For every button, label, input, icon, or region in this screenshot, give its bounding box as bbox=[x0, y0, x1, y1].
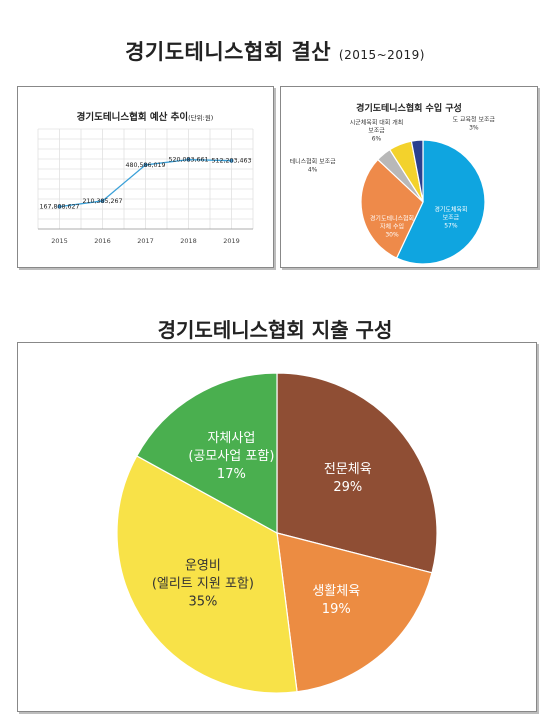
income-slice-label: 테니스협회 보조금 bbox=[290, 158, 337, 166]
income-slice-pct: 30% bbox=[385, 232, 399, 239]
budget-chart-unit: (단위:원) bbox=[188, 113, 213, 122]
income-slice-pct: 57% bbox=[444, 222, 458, 229]
expense-slice-pct: 17% bbox=[217, 467, 246, 482]
pie-slice bbox=[360, 158, 424, 259]
budget-data-label: 520,083,661 bbox=[168, 157, 208, 164]
expense-composition-panel: 전문체육 29% 생활체육 19% 운영비 (엘리트 지원 포함) 35% 자체사업 (공모사업… bbox=[17, 342, 537, 712]
budget-data-label: 167,808,627 bbox=[39, 204, 79, 211]
income-slice-pct: 6% bbox=[372, 136, 382, 143]
budget-chart-title: 경기도테니스협회 예산 추이(단위:원) bbox=[77, 111, 214, 123]
budget-data-point bbox=[229, 158, 234, 163]
income-slice-label: 도 교육청 보조금 bbox=[453, 116, 496, 123]
pie-slice bbox=[276, 532, 433, 693]
budget-data-point bbox=[186, 157, 191, 162]
pie-slice bbox=[116, 455, 298, 694]
pie-slice bbox=[395, 139, 486, 265]
income-slice-label: 시군체육회 대회 개최 bbox=[350, 119, 404, 127]
expense-slice-pct: 35% bbox=[188, 594, 217, 609]
budget-data-label: 210,385,267 bbox=[82, 198, 122, 205]
expense-slice-label: 생활체육 bbox=[312, 584, 360, 599]
income-chart-title: 경기도테니스협회 수입 구성 bbox=[356, 102, 462, 114]
pie-slice bbox=[135, 372, 278, 535]
expense-slice-pct: 29% bbox=[333, 480, 362, 495]
pie-slice bbox=[276, 372, 438, 574]
expense-title: 경기도테니스협회 지출 구성 bbox=[157, 318, 393, 342]
budget-x-tick-label: 2019 bbox=[223, 237, 240, 245]
expense-pie-chart: 전문체육 29% 생활체육 19% 운영비 (엘리트 지원 포함) 35% 자체사업 (공모사업… bbox=[116, 372, 438, 694]
budget-data-point bbox=[100, 198, 105, 203]
expense-slice-label: (공모사업 포함) bbox=[188, 449, 274, 464]
income-slice-label: 자체 수입 bbox=[380, 223, 404, 231]
page-title-period: (2015~2019) bbox=[338, 48, 425, 62]
income-slice-label: 보조금 bbox=[443, 214, 460, 221]
budget-trend-panel: 경기도테니스협회 예산 추이(단위:원) 167,808,627 2015 210,3… bbox=[17, 86, 274, 268]
budget-data-point bbox=[143, 162, 148, 167]
budget-x-tick-label: 2016 bbox=[94, 237, 111, 245]
pie-slice bbox=[410, 139, 424, 203]
income-slice-pct: 4% bbox=[308, 167, 318, 174]
budget-x-tick-label: 2017 bbox=[137, 237, 154, 245]
expense-slice-label: 자체사업 bbox=[207, 431, 255, 446]
expense-slice-pct: 19% bbox=[322, 602, 351, 617]
budget-data-label: 512,203,463 bbox=[211, 158, 251, 165]
income-slice-label: 경기도체육회 bbox=[434, 205, 467, 213]
budget-data-label: 480,586,019 bbox=[125, 162, 165, 169]
budget-line-chart: 경기도테니스협회 예산 추이(단위:원) 167,808,627 2015 210,3… bbox=[37, 111, 254, 245]
income-slice-pct: 3% bbox=[469, 124, 479, 131]
expense-slice-label: 전문체육 bbox=[324, 462, 372, 477]
budget-data-point bbox=[57, 204, 62, 209]
page-title-text: 경기도테니스협회 결산 bbox=[125, 40, 332, 64]
expense-slice-label: (엘리트 지원 포함) bbox=[152, 576, 254, 591]
income-slice-label: 경기도테니스협회 bbox=[370, 215, 414, 223]
budget-x-tick-label: 2018 bbox=[180, 237, 197, 245]
expense-slice-label: 운영비 bbox=[185, 558, 221, 573]
budget-x-tick-label: 2015 bbox=[51, 237, 68, 245]
income-composition-panel: 경기도테니스협회 수입 구성 경기도체육회 보조금 57% 경기도테니스협회 자체 수입 3… bbox=[280, 86, 538, 268]
income-slice-label: 보조금 bbox=[368, 128, 385, 135]
page-title: 경기도테니스협회 결산 (2015~2019) bbox=[0, 36, 550, 66]
